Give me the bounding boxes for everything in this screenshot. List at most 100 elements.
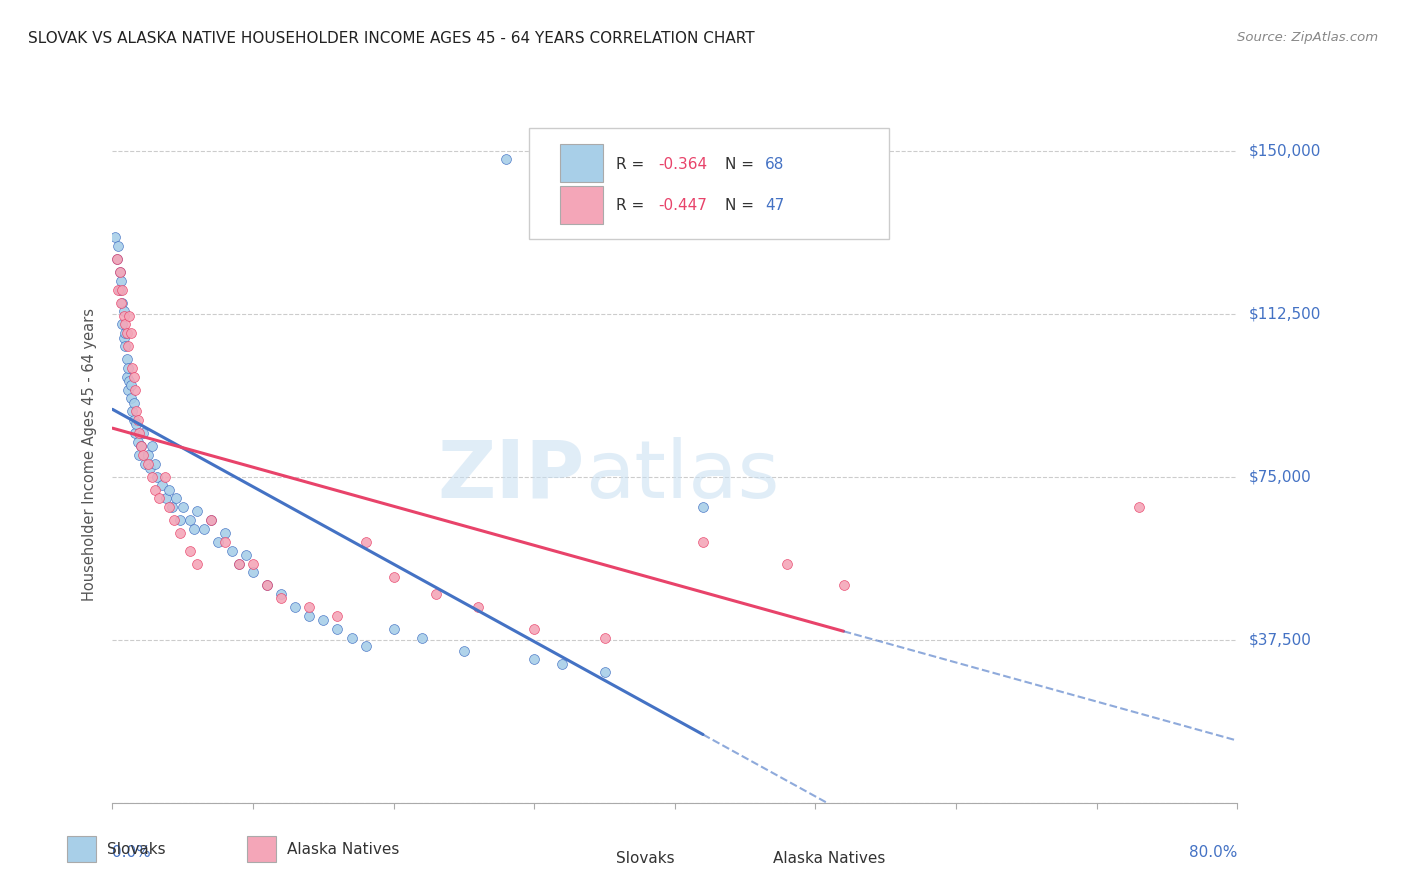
Point — [136, 457, 159, 471]
Point — [228, 557, 250, 571]
Point — [114, 318, 136, 332]
FancyBboxPatch shape — [560, 144, 603, 182]
Point — [115, 369, 138, 384]
Text: -0.364: -0.364 — [658, 157, 707, 171]
Point — [114, 339, 136, 353]
Point — [114, 326, 136, 340]
Point — [117, 339, 139, 353]
Point — [120, 392, 142, 406]
Text: $37,500: $37,500 — [1249, 632, 1312, 648]
Text: Alaska Natives: Alaska Natives — [773, 851, 886, 865]
Point — [148, 491, 170, 506]
Point — [139, 461, 162, 475]
Text: N =: N = — [725, 157, 759, 171]
Point — [692, 500, 714, 514]
Point — [150, 478, 173, 492]
Text: -0.447: -0.447 — [658, 198, 707, 213]
Point — [326, 608, 349, 623]
Point — [111, 283, 134, 297]
Point — [110, 274, 132, 288]
Point — [193, 522, 215, 536]
Point — [157, 500, 180, 514]
Point — [425, 587, 447, 601]
Point — [467, 600, 489, 615]
Text: SLOVAK VS ALASKA NATIVE HOUSEHOLDER INCOME AGES 45 - 64 YEARS CORRELATION CHART: SLOVAK VS ALASKA NATIVE HOUSEHOLDER INCO… — [28, 31, 755, 46]
Point — [169, 513, 191, 527]
Point — [155, 491, 177, 506]
Point — [284, 600, 307, 615]
Point — [122, 413, 145, 427]
Point — [312, 613, 335, 627]
Point — [382, 570, 405, 584]
Text: atlas: atlas — [585, 437, 779, 515]
Point — [125, 404, 148, 418]
Text: 47: 47 — [765, 198, 785, 213]
Point — [132, 426, 155, 441]
Point — [495, 152, 517, 166]
Point — [163, 513, 186, 527]
Text: $75,000: $75,000 — [1249, 469, 1312, 484]
Point — [128, 448, 150, 462]
Point — [214, 534, 236, 549]
Point — [186, 504, 208, 518]
Point — [105, 252, 128, 267]
Point — [214, 526, 236, 541]
Point — [1128, 500, 1150, 514]
Point — [115, 352, 138, 367]
Text: $112,500: $112,500 — [1249, 306, 1320, 321]
Point — [121, 360, 143, 375]
Point — [160, 500, 183, 514]
Point — [157, 483, 180, 497]
Point — [179, 543, 201, 558]
Text: Slovaks: Slovaks — [107, 842, 166, 857]
Point — [107, 283, 129, 297]
Text: $150,000: $150,000 — [1249, 143, 1320, 158]
Point — [186, 557, 208, 571]
FancyBboxPatch shape — [529, 128, 889, 239]
Y-axis label: Householder Income Ages 45 - 64 years: Householder Income Ages 45 - 64 years — [82, 309, 97, 601]
Point — [122, 369, 145, 384]
Point — [242, 557, 264, 571]
Point — [270, 591, 292, 606]
Point — [111, 318, 134, 332]
Point — [129, 439, 152, 453]
Point — [523, 652, 546, 666]
Point — [110, 295, 132, 310]
Point — [183, 522, 205, 536]
Point — [326, 622, 349, 636]
Point — [120, 378, 142, 392]
Point — [270, 587, 292, 601]
Point — [411, 631, 433, 645]
Text: Slovaks: Slovaks — [616, 851, 675, 865]
Text: N =: N = — [725, 198, 759, 213]
Point — [128, 426, 150, 441]
Point — [207, 534, 229, 549]
Point — [593, 631, 616, 645]
Point — [141, 439, 163, 453]
Point — [111, 295, 134, 310]
Point — [112, 309, 135, 323]
Point — [256, 578, 278, 592]
Point — [108, 265, 131, 279]
Point — [108, 283, 131, 297]
Point — [125, 417, 148, 432]
Point — [776, 557, 799, 571]
FancyBboxPatch shape — [247, 836, 276, 862]
Point — [692, 534, 714, 549]
Point — [298, 608, 321, 623]
Point — [112, 304, 135, 318]
Point — [143, 483, 166, 497]
Text: 0.0%: 0.0% — [112, 845, 152, 860]
Point — [593, 665, 616, 680]
Point — [235, 548, 257, 562]
Point — [354, 534, 377, 549]
Point — [141, 469, 163, 483]
Point — [551, 657, 574, 671]
Point — [453, 643, 475, 657]
Point — [132, 448, 155, 462]
Point — [112, 330, 135, 344]
Point — [298, 600, 321, 615]
Point — [153, 469, 176, 483]
Point — [122, 395, 145, 409]
Point — [228, 557, 250, 571]
